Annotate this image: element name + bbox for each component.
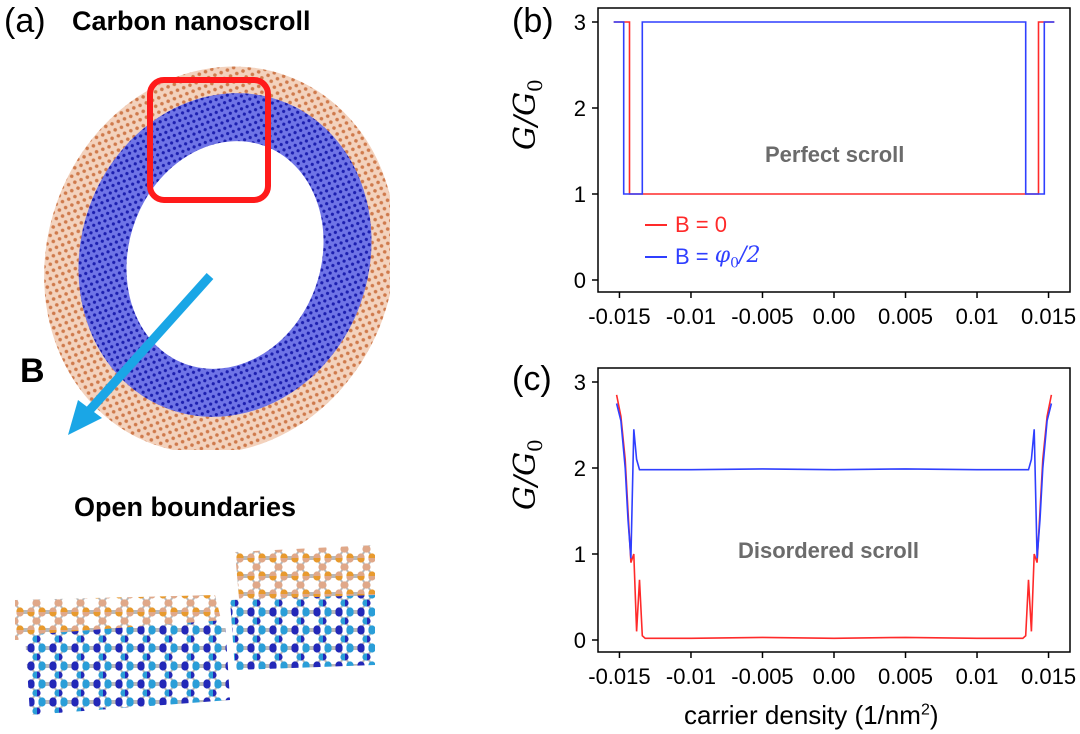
panel-b-xtick-label: 0.00 [813, 304, 856, 329]
panel-c-ytick-label: 0 [574, 628, 586, 653]
panel-b-label: (b) [512, 2, 554, 40]
panel-c-xtick-label: 0.015 [1021, 664, 1076, 689]
legend-label-red: B = 0 [675, 212, 727, 237]
panel-b-note: Perfect scroll [765, 142, 905, 167]
panel-c-ytick-label: 3 [574, 370, 586, 395]
panel-b-ytick-label: 1 [574, 182, 586, 207]
highlight-box [147, 77, 271, 203]
panel-c-series-b0 [615, 394, 1053, 640]
open-boundaries-title: Open boundaries [74, 492, 297, 522]
panel-b-xtick-label: 0.01 [956, 304, 999, 329]
panel-c-series-bhalf [615, 403, 1053, 559]
panel-c-ytick-label: 2 [574, 456, 586, 481]
panel-b-ytick-label: 3 [574, 10, 586, 35]
panel-c-xtick-label: -0.005 [731, 664, 793, 689]
panel-b-xtick-label: 0.005 [878, 304, 933, 329]
panel-a-title: Carbon nanoscroll [72, 6, 311, 36]
legend-label-blue-math: φ0/2 [714, 242, 761, 272]
panel-b-legend: B = 0 B = φ0/2 [645, 210, 761, 274]
panel-b-series-bhalf [613, 21, 1055, 195]
panel-b-xtick-label: 0.015 [1021, 304, 1076, 329]
panel-b-series-b0 [613, 21, 1055, 195]
magnetic-field-label: B [20, 352, 45, 390]
panel-b-xtick-label: -0.015 [588, 304, 650, 329]
panel-a-label: (a) [4, 2, 46, 40]
panel-c-xtick-label: -0.01 [666, 664, 716, 689]
panel-b-ytick-label: 2 [574, 96, 586, 121]
legend-label-blue: B = [675, 244, 715, 269]
panel-b-ytick-label: 0 [574, 268, 586, 293]
panel-c-xtick-label: 0.01 [956, 664, 999, 689]
panel-c-label: (c) [512, 360, 552, 398]
panel-c-note: Disordered scroll [738, 538, 919, 563]
panel-c-xtick-label: 0.005 [878, 664, 933, 689]
lattice-illustration [15, 545, 375, 715]
field-arrow [84, 272, 214, 416]
panel-b-ylabel: G/G0 [508, 79, 547, 150]
legend-item-blue: B = φ0/2 [645, 240, 761, 274]
panel-b-chart: 0 1 2 3 -0.015 -0.01 -0.005 0.00 0.005 0.01 0.015 [574, 7, 1076, 329]
x-axis-label: carrier density (1/nm2) [684, 700, 939, 730]
panel-c-ytick-label: 1 [574, 542, 586, 567]
nanoscroll-illustration [44, 66, 390, 450]
panel-c-xtick-label: -0.015 [588, 664, 650, 689]
panel-c-frame [597, 367, 1071, 653]
panel-b-xtick-label: -0.005 [731, 304, 793, 329]
panel-c-ylabel: G/G0 [508, 439, 547, 510]
panel-c-xtick-label: 0.00 [813, 664, 856, 689]
panel-b-xtick-label: -0.01 [666, 304, 716, 329]
legend-item-red: B = 0 [645, 210, 761, 240]
panel-c-chart: 0 1 2 3 -0.015 -0.01 -0.005 0.00 0.005 0.01 0.015 [574, 367, 1076, 689]
